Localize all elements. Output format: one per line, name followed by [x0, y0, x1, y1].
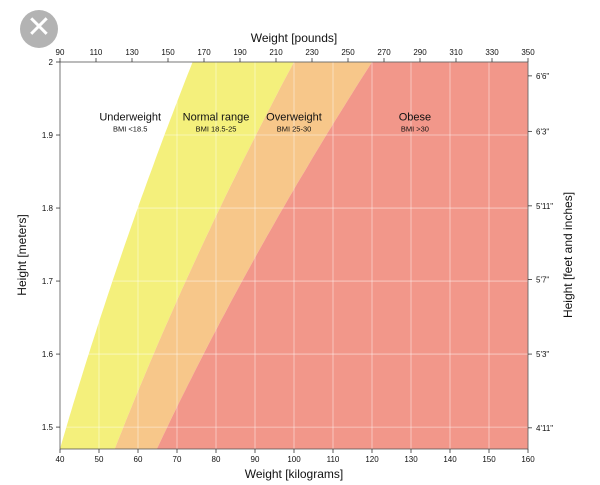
close-icon: ✕ — [26, 10, 52, 45]
x-top-tick-label: 150 — [161, 48, 175, 57]
x-top-tick-label: 170 — [197, 48, 211, 57]
x-bottom-tick-label: 110 — [327, 455, 340, 464]
x-top-tick-label: 290 — [413, 48, 427, 57]
zone-3-area — [156, 62, 529, 449]
x-bottom-tick-label: 130 — [404, 455, 418, 464]
x-bottom-tick-label: 50 — [95, 455, 104, 464]
y-left-tick-label: 1.7 — [42, 277, 54, 286]
x-top-tick-label: 230 — [305, 48, 319, 57]
x-top-tick-label: 350 — [521, 48, 535, 57]
y-right-tick-label: 5'7" — [536, 276, 549, 285]
x-bottom-tick-label: 70 — [173, 455, 182, 464]
y-left-tick-label: 1.5 — [42, 423, 54, 432]
x-bottom-tick-label: 80 — [212, 455, 221, 464]
x-top-tick-label: 90 — [56, 48, 65, 57]
y-right-tick-label: 5'11" — [536, 202, 553, 211]
zone-0-area — [60, 62, 193, 449]
zone-label-range: BMI 25-30 — [277, 124, 312, 133]
x-top-tick-label: 130 — [125, 48, 139, 57]
zone-label-name: Underweight — [99, 111, 161, 123]
y-left-tick-label: 1.9 — [42, 131, 54, 140]
zone-label-name: Overweight — [266, 111, 322, 123]
y-left-tick-label: 1.6 — [42, 350, 54, 359]
y-right-tick-label: 6'3" — [536, 127, 549, 136]
x-top-tick-label: 250 — [341, 48, 355, 57]
x-bottom-tick-label: 140 — [443, 455, 457, 464]
y-left-axis-title: Height [meters] — [15, 214, 29, 295]
y-left-tick-label: 1.8 — [42, 204, 54, 213]
zone-label-range: BMI >30 — [401, 124, 429, 133]
x-bottom-tick-label: 120 — [365, 455, 379, 464]
x-bottom-tick-label: 100 — [287, 455, 301, 464]
zone-2-area — [114, 62, 372, 449]
x-top-tick-label: 190 — [233, 48, 247, 57]
x-bottom-tick-label: 160 — [521, 455, 535, 464]
y-right-tick-label: 4'11" — [536, 424, 553, 433]
x-bottom-tick-label: 60 — [134, 455, 143, 464]
y-left-tick-label: 2 — [49, 58, 54, 67]
x-top-tick-label: 330 — [485, 48, 499, 57]
zone-label-range: BMI <18.5 — [113, 124, 147, 133]
x-bottom-tick-label: 90 — [251, 455, 260, 464]
zone-label-range: BMI 18.5-25 — [196, 124, 237, 133]
zone-label-name: Normal range — [183, 111, 250, 123]
x-top-axis-title: Weight [pounds] — [251, 31, 338, 45]
x-top-tick-label: 310 — [449, 48, 463, 57]
y-right-axis-title: Height [feet and inches] — [561, 192, 575, 318]
y-right-tick-label: 5'3" — [536, 350, 549, 359]
x-top-tick-label: 270 — [377, 48, 391, 57]
x-bottom-tick-label: 40 — [56, 455, 65, 464]
x-bottom-tick-label: 150 — [482, 455, 496, 464]
x-top-tick-label: 110 — [90, 48, 103, 57]
close-button[interactable]: ✕ — [20, 10, 58, 48]
zone-label-name: Obese — [399, 111, 431, 123]
x-top-tick-label: 210 — [269, 48, 283, 57]
x-bottom-axis-title: Weight [kilograms] — [245, 467, 343, 481]
axis-ticks: 40 50 60 70 80 90 100 110 120 130 140 150 160 90 110 13… — [42, 48, 553, 464]
y-right-tick-label: 6'6" — [536, 72, 549, 81]
